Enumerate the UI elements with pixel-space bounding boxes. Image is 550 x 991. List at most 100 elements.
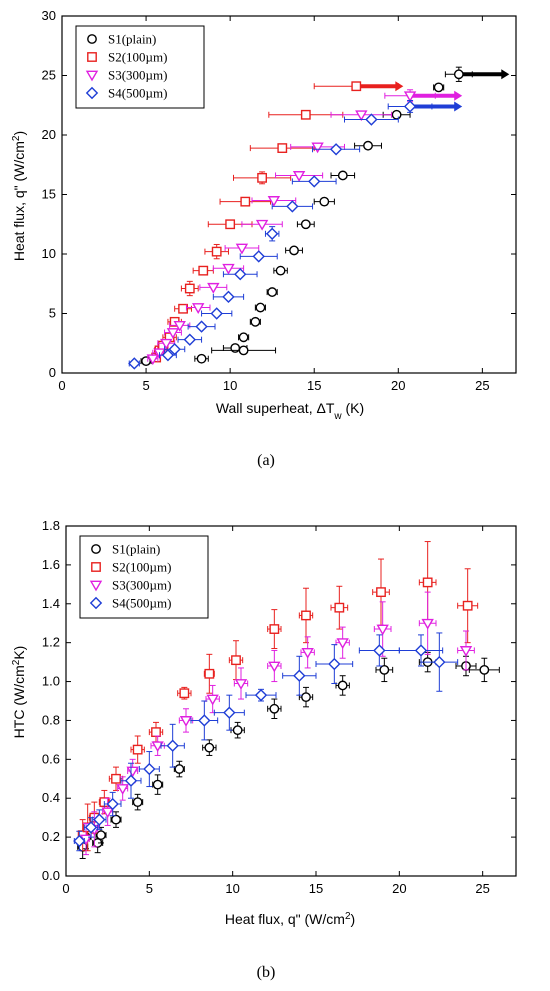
- data-point: [225, 219, 236, 230]
- data-point: [269, 624, 280, 634]
- data-point: [403, 91, 417, 103]
- x-tick-label: 0: [62, 881, 69, 896]
- data-point: [301, 647, 314, 659]
- y-axis-title-b: HTC (W/cm2K): [11, 646, 28, 739]
- x-tick-label: 5: [142, 378, 149, 393]
- legend-label: S1(plain): [112, 542, 160, 557]
- data-point: [421, 618, 434, 630]
- data-point: [111, 814, 121, 825]
- data-point: [373, 644, 386, 657]
- legend-label: S3(300µm): [108, 68, 168, 83]
- data-point: [255, 219, 269, 231]
- data-point: [414, 644, 428, 657]
- data-point: [479, 664, 490, 675]
- data-point: [337, 680, 348, 691]
- data-point: [433, 655, 446, 669]
- chart-a: 0 5 10 15 20 25 0 5 10 15 20 25 30 S1(plain) S2(100µm)…: [11, 8, 517, 469]
- data-point: [179, 688, 190, 699]
- data-point: [355, 110, 368, 122]
- data-point: [292, 171, 306, 182]
- plot-frame: [65, 525, 517, 877]
- data-point: [231, 655, 241, 666]
- data-point: [422, 577, 433, 588]
- data-point: [204, 668, 215, 679]
- data-point: [152, 779, 163, 790]
- data-point: [234, 679, 248, 690]
- data-point: [252, 250, 265, 263]
- x-tick-label: 15: [309, 881, 323, 896]
- y-tick-label: 25: [42, 68, 56, 83]
- data-point: [265, 227, 279, 240]
- legend-marker: [91, 544, 101, 554]
- data-point: [334, 602, 345, 613]
- x-tick-label: 25: [475, 881, 489, 896]
- data-point: [223, 706, 236, 719]
- data-point: [206, 694, 219, 706]
- x-tick-label: 5: [146, 881, 153, 896]
- data-point: [198, 714, 211, 727]
- data-point: [255, 302, 266, 313]
- data-point: [319, 196, 330, 207]
- data-point: [311, 142, 324, 154]
- x-tick-label: 0: [58, 378, 65, 393]
- plot-area-a: 0 5 10 15 20 25 0 5 10 15 20 25 30 S1(plain) S2(100µm)…: [42, 8, 517, 393]
- data-point: [232, 725, 243, 736]
- data-point: [191, 303, 205, 314]
- data-point: [289, 245, 299, 256]
- series-1: [77, 651, 500, 859]
- data-point: [293, 669, 306, 682]
- data-point: [453, 69, 464, 80]
- y-tick-label: 30: [42, 8, 56, 23]
- data-point: [301, 692, 311, 703]
- chart-b: 0 5 10 15 20 25 0.0 0.2 0.4 0.6 0.8 1.0 1.2 1.4 1.6 1.8…: [11, 518, 517, 981]
- data-point: [93, 813, 106, 826]
- data-point: [379, 664, 390, 675]
- y-tick-label: 1.4: [42, 596, 60, 611]
- x-axis-title-b: Heat flux, q" (W/cm2): [225, 911, 355, 928]
- data-point: [267, 287, 278, 297]
- y-tick-label: 0.4: [42, 790, 60, 805]
- data-point: [376, 624, 389, 636]
- data-point: [462, 600, 473, 611]
- caption-a: (a): [257, 452, 275, 469]
- legend-marker: [89, 596, 103, 610]
- y-tick-label: 15: [42, 187, 56, 202]
- data-point: [301, 610, 311, 621]
- series-4: [73, 632, 459, 852]
- data-point: [222, 263, 235, 275]
- data-point: [124, 774, 138, 787]
- data-point: [184, 283, 195, 294]
- data-point: [96, 830, 106, 841]
- data-point: [132, 744, 143, 755]
- y-tick-label: 1.8: [42, 518, 60, 533]
- legend-label: S4(500µm): [108, 86, 168, 101]
- data-point: [300, 109, 311, 120]
- legend-box: [75, 25, 205, 109]
- data-point: [84, 821, 98, 834]
- data-point: [179, 716, 193, 727]
- data-point: [178, 303, 188, 314]
- data-point: [111, 773, 121, 784]
- y-tick-label: 5: [49, 306, 56, 321]
- x-tick-label: 25: [475, 378, 489, 393]
- data-point: [269, 703, 280, 714]
- y-axis-title-a: Heat flux, q" (W/cm2): [11, 131, 28, 261]
- series-2: [151, 81, 404, 363]
- y-tick-label: 0.8: [42, 712, 60, 727]
- data-point: [204, 742, 215, 753]
- data-point: [363, 140, 373, 151]
- data-point: [143, 762, 156, 776]
- arrow-head: [501, 69, 510, 80]
- data-point: [391, 109, 402, 120]
- arrow-head: [395, 81, 404, 92]
- data-point: [238, 345, 249, 356]
- y-tick-label: 10: [42, 246, 56, 261]
- legend-label: S4(500µm): [112, 596, 172, 611]
- data-point: [101, 807, 114, 819]
- data-point: [222, 290, 235, 304]
- data-point: [254, 688, 268, 702]
- data-point: [160, 338, 173, 350]
- data-point: [161, 348, 175, 362]
- data-point: [277, 143, 288, 153]
- data-point: [168, 343, 181, 356]
